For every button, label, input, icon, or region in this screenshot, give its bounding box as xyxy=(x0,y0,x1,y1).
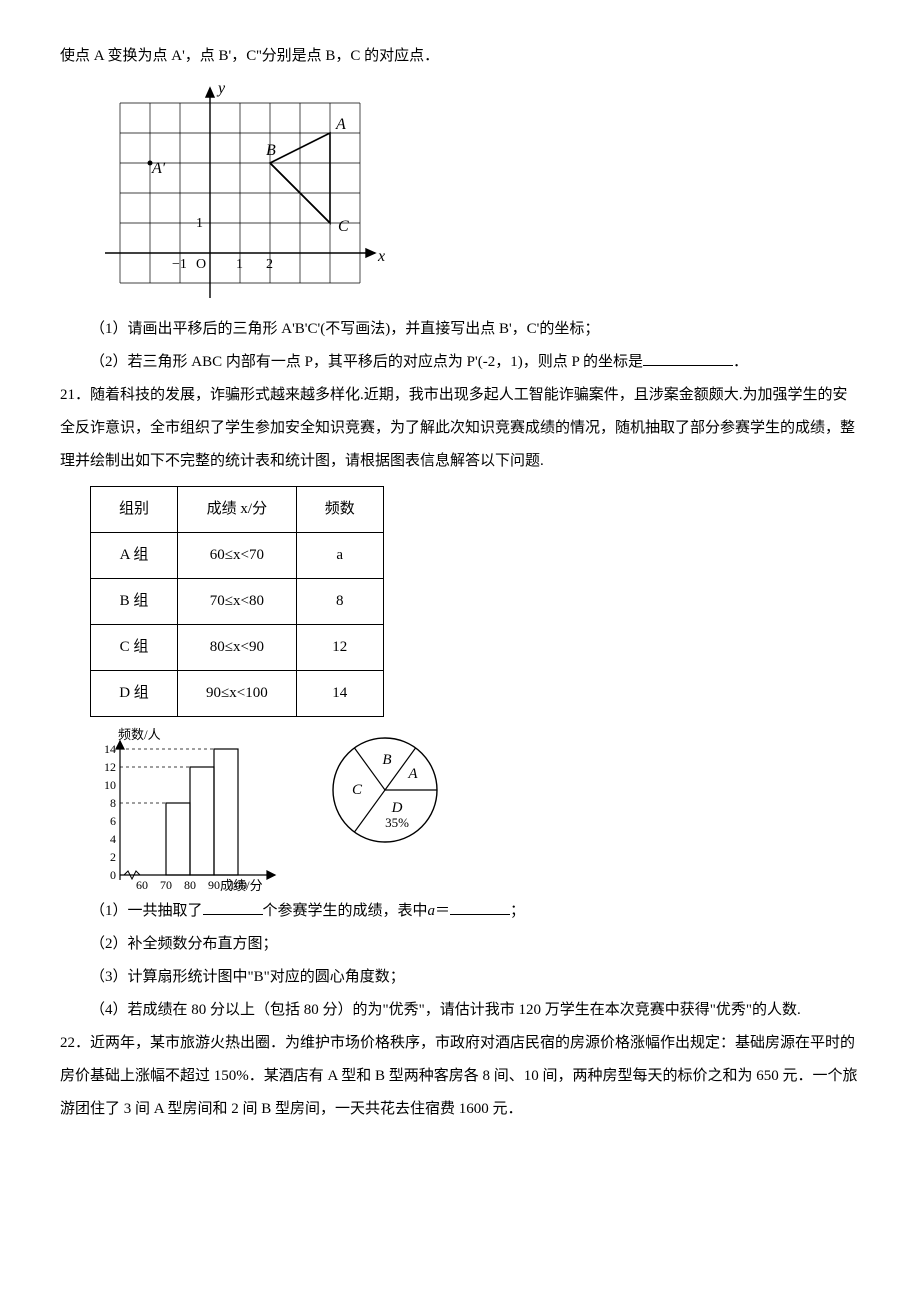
svg-text:80: 80 xyxy=(184,878,196,892)
svg-text:70: 70 xyxy=(160,878,172,892)
svg-text:100: 100 xyxy=(229,878,247,892)
origin-label: O xyxy=(196,257,206,272)
label-B: B xyxy=(266,142,276,159)
intro-line: 使点 A 变换为点 A'，点 B'，C''分别是点 B，C 的对应点． xyxy=(60,40,860,73)
svg-text:C: C xyxy=(352,782,363,798)
table-row: B 组 70≤x<80 8 xyxy=(91,579,384,625)
th-score: 成绩 x/分 xyxy=(178,487,297,533)
label-A: A xyxy=(335,116,346,133)
one-label: 1 xyxy=(236,257,243,272)
table-row: C 组 80≤x<90 12 xyxy=(91,625,384,671)
th-group: 组别 xyxy=(91,487,178,533)
svg-text:4: 4 xyxy=(110,832,116,846)
svg-text:6: 6 xyxy=(110,814,116,828)
q21-sub2: （2）补全频数分布直方图； xyxy=(60,928,860,961)
th-freq: 频数 xyxy=(296,487,383,533)
svg-text:12: 12 xyxy=(104,760,116,774)
neg1-label: −1 xyxy=(172,257,187,272)
label-C: C xyxy=(338,218,349,235)
svg-text:B: B xyxy=(382,752,391,768)
q21-sub1: （1）一共抽取了个参赛学生的成绩，表中a＝； xyxy=(60,895,860,928)
q20-sub2: （2）若三角形 ABC 内部有一点 P，其平移后的对应点为 P'(-2，1)，则… xyxy=(60,346,860,379)
svg-text:A: A xyxy=(407,766,418,782)
svg-text:14: 14 xyxy=(104,742,116,756)
x-axis-label: x xyxy=(377,248,385,265)
blank-a[interactable] xyxy=(450,898,510,916)
svg-text:60: 60 xyxy=(136,878,148,892)
y-one-label: 1 xyxy=(196,216,203,231)
svg-text:8: 8 xyxy=(110,796,116,810)
y-axis-label: y xyxy=(216,80,226,97)
grid-figure: A B C A′ x y O −1 1 2 1 xyxy=(90,73,860,313)
two-label: 2 xyxy=(266,257,273,272)
svg-text:D: D xyxy=(391,800,403,816)
q20-sub1: （1）请画出平移后的三角形 A'B'C'(不写画法)，并直接写出点 B'，C'的… xyxy=(60,313,860,346)
svg-text:10: 10 xyxy=(104,778,116,792)
pie-chart: A B C D 35% xyxy=(320,725,450,855)
blank-p-coord[interactable] xyxy=(643,349,733,367)
label-A-prime: A′ xyxy=(151,160,166,177)
svg-text:35%: 35% xyxy=(385,815,409,830)
svg-text:90: 90 xyxy=(208,878,220,892)
q21: 21．随着科技的发展，诈骗形式越来越多样化.近期，我市出现多起人工智能诈骗案件，… xyxy=(60,379,860,478)
frequency-table: 组别 成绩 x/分 频数 A 组 60≤x<70 a B 组 70≤x<80 8… xyxy=(90,486,384,717)
hist-ylabel: 频数/人 xyxy=(118,727,161,742)
svg-text:2: 2 xyxy=(110,850,116,864)
table-row: A 组 60≤x<70 a xyxy=(91,533,384,579)
table-row: D 组 90≤x<100 14 xyxy=(91,671,384,717)
svg-text:0: 0 xyxy=(110,868,116,882)
histogram: 频数/人 成绩/分 0 2 4 6 8 10 12 14 xyxy=(90,725,290,895)
q22: 22．近两年，某市旅游火热出圈．为维护市场价格秩序，市政府对酒店民宿的房源价格涨… xyxy=(60,1027,860,1126)
blank-total[interactable] xyxy=(203,898,263,916)
q21-sub3: （3）计算扇形统计图中"B"对应的圆心角度数； xyxy=(60,961,860,994)
q21-sub4: （4）若成绩在 80 分以上（包括 80 分）的为"优秀"，请估计我市 120 … xyxy=(60,994,860,1027)
